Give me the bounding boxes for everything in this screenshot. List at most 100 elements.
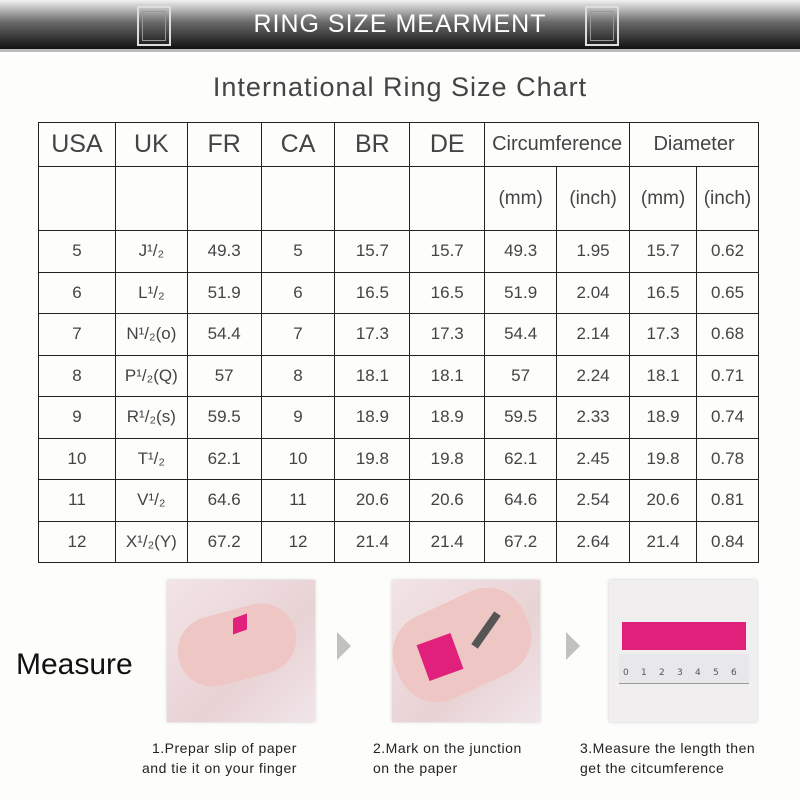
- table-cell: 0.78: [695, 437, 760, 480]
- table-cell: 18.1: [334, 354, 411, 397]
- table-cell: 0.71: [695, 354, 760, 397]
- blank-cell: [334, 166, 411, 231]
- table-cell: 67.2: [484, 520, 558, 563]
- blank-cell: [114, 166, 188, 231]
- step1-caption: 1.Prepar slip of paper and tie it on your…: [142, 740, 297, 776]
- unit-header: (mm): [484, 166, 558, 231]
- table-cell: V¹/₂: [114, 479, 188, 522]
- table-cell: 11: [38, 479, 116, 522]
- table-row: 12 X¹/₂(Y) 67.2 12 21.4 21.4 67.2 2.64 21.4 0.84: [38, 520, 760, 563]
- table-cell: 8: [260, 354, 336, 397]
- banner-title: RING SIZE MEARMENT: [253, 10, 547, 38]
- table-cell: 12: [260, 520, 336, 563]
- table-cell: 10: [260, 437, 336, 480]
- arrow-icon: [566, 632, 580, 660]
- table-cell: 64.6: [186, 479, 262, 522]
- table-cell: 0.81: [695, 479, 760, 522]
- column-header: CA: [260, 122, 336, 167]
- step2-photo: [379, 574, 545, 722]
- table-cell: 2.64: [556, 520, 631, 563]
- table-cell: 2.45: [556, 437, 631, 480]
- table-cell: 21.4: [629, 520, 697, 563]
- ring-size-table: USA UK FR CA BR DE Circumference Diameter (mm)(…: [38, 122, 760, 563]
- column-header: Circumference: [484, 122, 631, 167]
- ruler-number: 2: [659, 668, 665, 678]
- table-cell: 51.9: [484, 271, 558, 314]
- chart-title: International Ring Size Chart: [212, 72, 588, 102]
- table-cell: T¹/₂: [114, 437, 188, 480]
- frame-icon: [585, 6, 619, 46]
- table-cell: R¹/₂(s): [114, 396, 188, 439]
- frame-icon: [137, 6, 171, 46]
- ruler-number: 0: [623, 668, 629, 678]
- table-row: 11 V¹/₂ 64.6 11 20.6 20.6 64.6 2.54 20.6 0.81: [38, 479, 760, 522]
- table-cell: 1.95: [556, 230, 631, 273]
- table-cell: 62.1: [186, 437, 262, 480]
- step1-photo: [167, 580, 315, 722]
- table-cell: 5: [260, 230, 336, 273]
- table-cell: 18.9: [334, 396, 411, 439]
- table-cell: 59.5: [484, 396, 558, 439]
- blank-cell: [409, 166, 486, 231]
- table-cell: J¹/₂: [114, 230, 188, 273]
- unit-header: (mm): [629, 166, 697, 231]
- table-cell: 2.24: [556, 354, 631, 397]
- ruler-number: 5: [713, 668, 719, 678]
- table-cell: 17.3: [409, 313, 486, 356]
- table-cell: 59.5: [186, 396, 262, 439]
- table-cell: 11: [260, 479, 336, 522]
- table-row: 8 P¹/₂(Q) 57 8 18.1 18.1 57 2.24 18.1 0.71: [38, 354, 760, 397]
- step3-caption: 3.Measure the length then get the citcumf…: [580, 740, 756, 776]
- blank-cell: [260, 166, 336, 231]
- table-cell: 18.1: [409, 354, 486, 397]
- ruler-number: 4: [695, 668, 701, 678]
- table-cell: 64.6: [484, 479, 558, 522]
- ruler-number: 3: [677, 668, 683, 678]
- table-cell: 0.68: [695, 313, 760, 356]
- banner: RING SIZE MEARMENT: [0, 0, 800, 52]
- table-cell: 20.6: [409, 479, 486, 522]
- table-cell: 2.04: [556, 271, 631, 314]
- column-header: BR: [334, 122, 411, 167]
- table-cell: 9: [260, 396, 336, 439]
- table-cell: 0.84: [695, 520, 760, 563]
- table-cell: 18.1: [629, 354, 697, 397]
- unit-header: (inch): [556, 166, 631, 231]
- table-cell: 19.8: [334, 437, 411, 480]
- column-header: DE: [409, 122, 486, 167]
- table-row: 7 N¹/₂(o) 54.4 7 17.3 17.3 54.4 2.14 17.3 0.68: [38, 313, 760, 356]
- table-cell: 54.4: [484, 313, 558, 356]
- table-cell: 67.2: [186, 520, 262, 563]
- table-cell: 0.62: [695, 230, 760, 273]
- table-cell: 21.4: [334, 520, 411, 563]
- table-row: 9 R¹/₂(s) 59.5 9 18.9 18.9 59.5 2.33 18.9 0.74: [38, 396, 760, 439]
- table-cell: 15.7: [629, 230, 697, 273]
- unit-header: (inch): [695, 166, 760, 231]
- table-cell: 57: [186, 354, 262, 397]
- step3-photo: 0 1 2 3 4 5 6: [609, 580, 757, 722]
- table-cell: 20.6: [334, 479, 411, 522]
- table-cell: 15.7: [409, 230, 486, 273]
- table-cell: 0.74: [695, 396, 760, 439]
- table-cell: N¹/₂(o): [114, 313, 188, 356]
- table-cell: 16.5: [629, 271, 697, 314]
- table-row: 6 L¹/₂ 51.9 6 16.5 16.5 51.9 2.04 16.5 0.65: [38, 271, 760, 314]
- column-header: FR: [186, 122, 262, 167]
- table-cell: 54.4: [186, 313, 262, 356]
- table-cell: 0.65: [695, 271, 760, 314]
- table-cell: 16.5: [409, 271, 486, 314]
- table-cell: 19.8: [409, 437, 486, 480]
- table-cell: 7: [38, 313, 116, 356]
- table-cell: L¹/₂: [114, 271, 188, 314]
- table-cell: 12: [38, 520, 116, 563]
- table-row: 10 T¹/₂ 62.1 10 19.8 19.8 62.1 2.45 19.8 0.78: [38, 437, 760, 480]
- table-cell: 7: [260, 313, 336, 356]
- table-cell: 18.9: [629, 396, 697, 439]
- table-row: 5 J¹/₂ 49.3 5 15.7 15.7 49.3 1.95 15.7 0.62: [38, 230, 760, 273]
- table-cell: 2.14: [556, 313, 631, 356]
- table-cell: 10: [38, 437, 116, 480]
- table-cell: 9: [38, 396, 116, 439]
- table-cell: 8: [38, 354, 116, 397]
- table-cell: 2.54: [556, 479, 631, 522]
- table-cell: 19.8: [629, 437, 697, 480]
